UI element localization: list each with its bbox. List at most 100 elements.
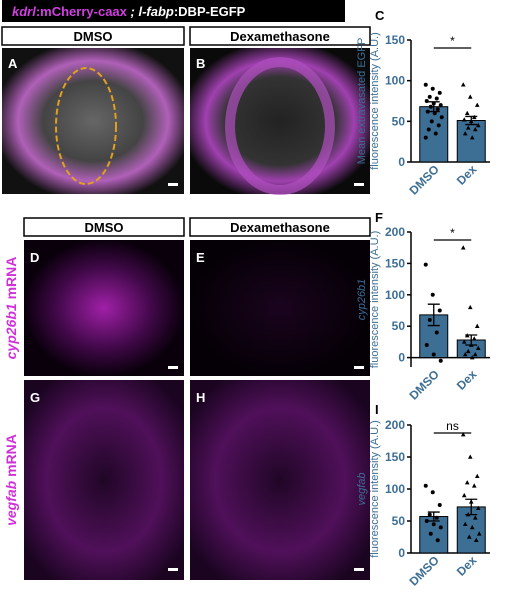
data-point (428, 104, 433, 109)
micrograph (190, 240, 370, 376)
y-axis-label: cyp26b1fluorescence intensity (A.U.) (356, 231, 381, 369)
significance-label: * (450, 34, 455, 48)
y-tick-label: 150 (385, 256, 405, 270)
bar (419, 516, 449, 554)
data-point (474, 473, 480, 478)
data-point (427, 94, 432, 99)
data-point (464, 110, 470, 115)
data-point (425, 109, 430, 114)
data-point (472, 126, 478, 132)
panel-label: F (375, 210, 383, 225)
data-point (476, 531, 482, 536)
x-tick-label: Dex (454, 162, 480, 188)
data-point (467, 304, 473, 310)
column-header-box (189, 26, 371, 46)
data-point (461, 492, 467, 498)
micrograph (190, 380, 370, 580)
significance-label: * (450, 226, 455, 240)
data-point (434, 96, 439, 101)
y-tick-label: 150 (385, 33, 405, 47)
data-point (439, 115, 444, 120)
data-point (460, 82, 466, 87)
data-point (471, 114, 477, 120)
data-point (472, 515, 478, 520)
y-tick-label: 100 (385, 74, 405, 88)
column-header-box (189, 217, 371, 237)
data-point (435, 107, 440, 112)
data-point (423, 262, 428, 267)
y-tick-label: 0 (398, 351, 405, 365)
y-axis-label-line: fluorescence intensity (A.U.) (369, 32, 381, 170)
y-tick-label: 0 (398, 155, 405, 169)
vessel (225, 57, 335, 195)
x-tick-label: DMSO (407, 162, 442, 197)
data-point (434, 330, 439, 335)
y-tick-label: 200 (385, 418, 405, 432)
data-point (432, 111, 437, 116)
data-point (423, 135, 428, 140)
data-point (424, 99, 429, 103)
y-axis-label-line: cyp26b1 (356, 279, 368, 321)
data-point (438, 103, 443, 108)
x-tick-label: Dex (454, 553, 480, 579)
y-tick-label: 0 (398, 546, 405, 560)
data-point (462, 521, 468, 526)
data-point (437, 308, 442, 313)
row-label: cyp26b1 mRNA (3, 257, 19, 360)
x-tick-label: DMSO (407, 367, 442, 402)
panel-label: B (196, 56, 205, 71)
data-point (437, 503, 442, 507)
y-axis-label-line: fluorescence intensity (A.U.) (369, 231, 381, 369)
error-bar (427, 303, 440, 327)
data-point (437, 90, 442, 95)
data-point (462, 131, 468, 136)
panel-label: C (375, 8, 385, 23)
data-point (431, 522, 436, 527)
y-tick-label: 100 (385, 482, 405, 496)
data-point (464, 333, 470, 338)
data-point (461, 117, 467, 122)
panel-label: I (375, 402, 379, 417)
data-point (434, 515, 439, 520)
panel-label: A (8, 56, 18, 71)
data-point (468, 342, 474, 347)
y-axis-label-line: Mean extravasated EGFP (356, 38, 368, 165)
panel-label: G (30, 390, 40, 405)
data-point (431, 101, 436, 106)
data-point (465, 348, 471, 354)
data-point (423, 483, 428, 488)
scale-bars (168, 183, 364, 571)
data-point (460, 245, 466, 250)
micrograph (2, 48, 184, 194)
panel-label: D (30, 250, 39, 265)
error-bar (427, 511, 440, 522)
panel-label: H (196, 390, 205, 405)
micrograph (190, 48, 370, 194)
data-point (423, 82, 428, 87)
data-point (460, 432, 466, 437)
y-axis-label: Mean extravasated EGFPfluorescence inten… (356, 32, 381, 170)
data-point (465, 512, 471, 517)
data-point (429, 119, 434, 124)
x-tick-label: Dex (454, 367, 480, 393)
column-header-box (23, 217, 185, 237)
data-point (469, 355, 475, 360)
micrograph (24, 240, 184, 376)
data-point (461, 339, 467, 344)
data-point (474, 102, 480, 107)
data-point (465, 125, 471, 130)
row-label: vegfab mRNA (3, 434, 19, 526)
header-title: kdrl:mCherry-caax ; l-fabp:DBP-EGFP (12, 4, 246, 19)
data-point (424, 343, 429, 348)
y-tick-label: 50 (392, 114, 406, 128)
y-tick-label: 200 (385, 225, 405, 239)
data-point (436, 123, 441, 128)
data-point (473, 537, 479, 542)
column-header-box (1, 26, 185, 46)
data-point (472, 351, 478, 357)
data-point (468, 499, 474, 504)
data-point (468, 118, 474, 124)
bar (456, 120, 486, 163)
data-point (435, 538, 440, 543)
